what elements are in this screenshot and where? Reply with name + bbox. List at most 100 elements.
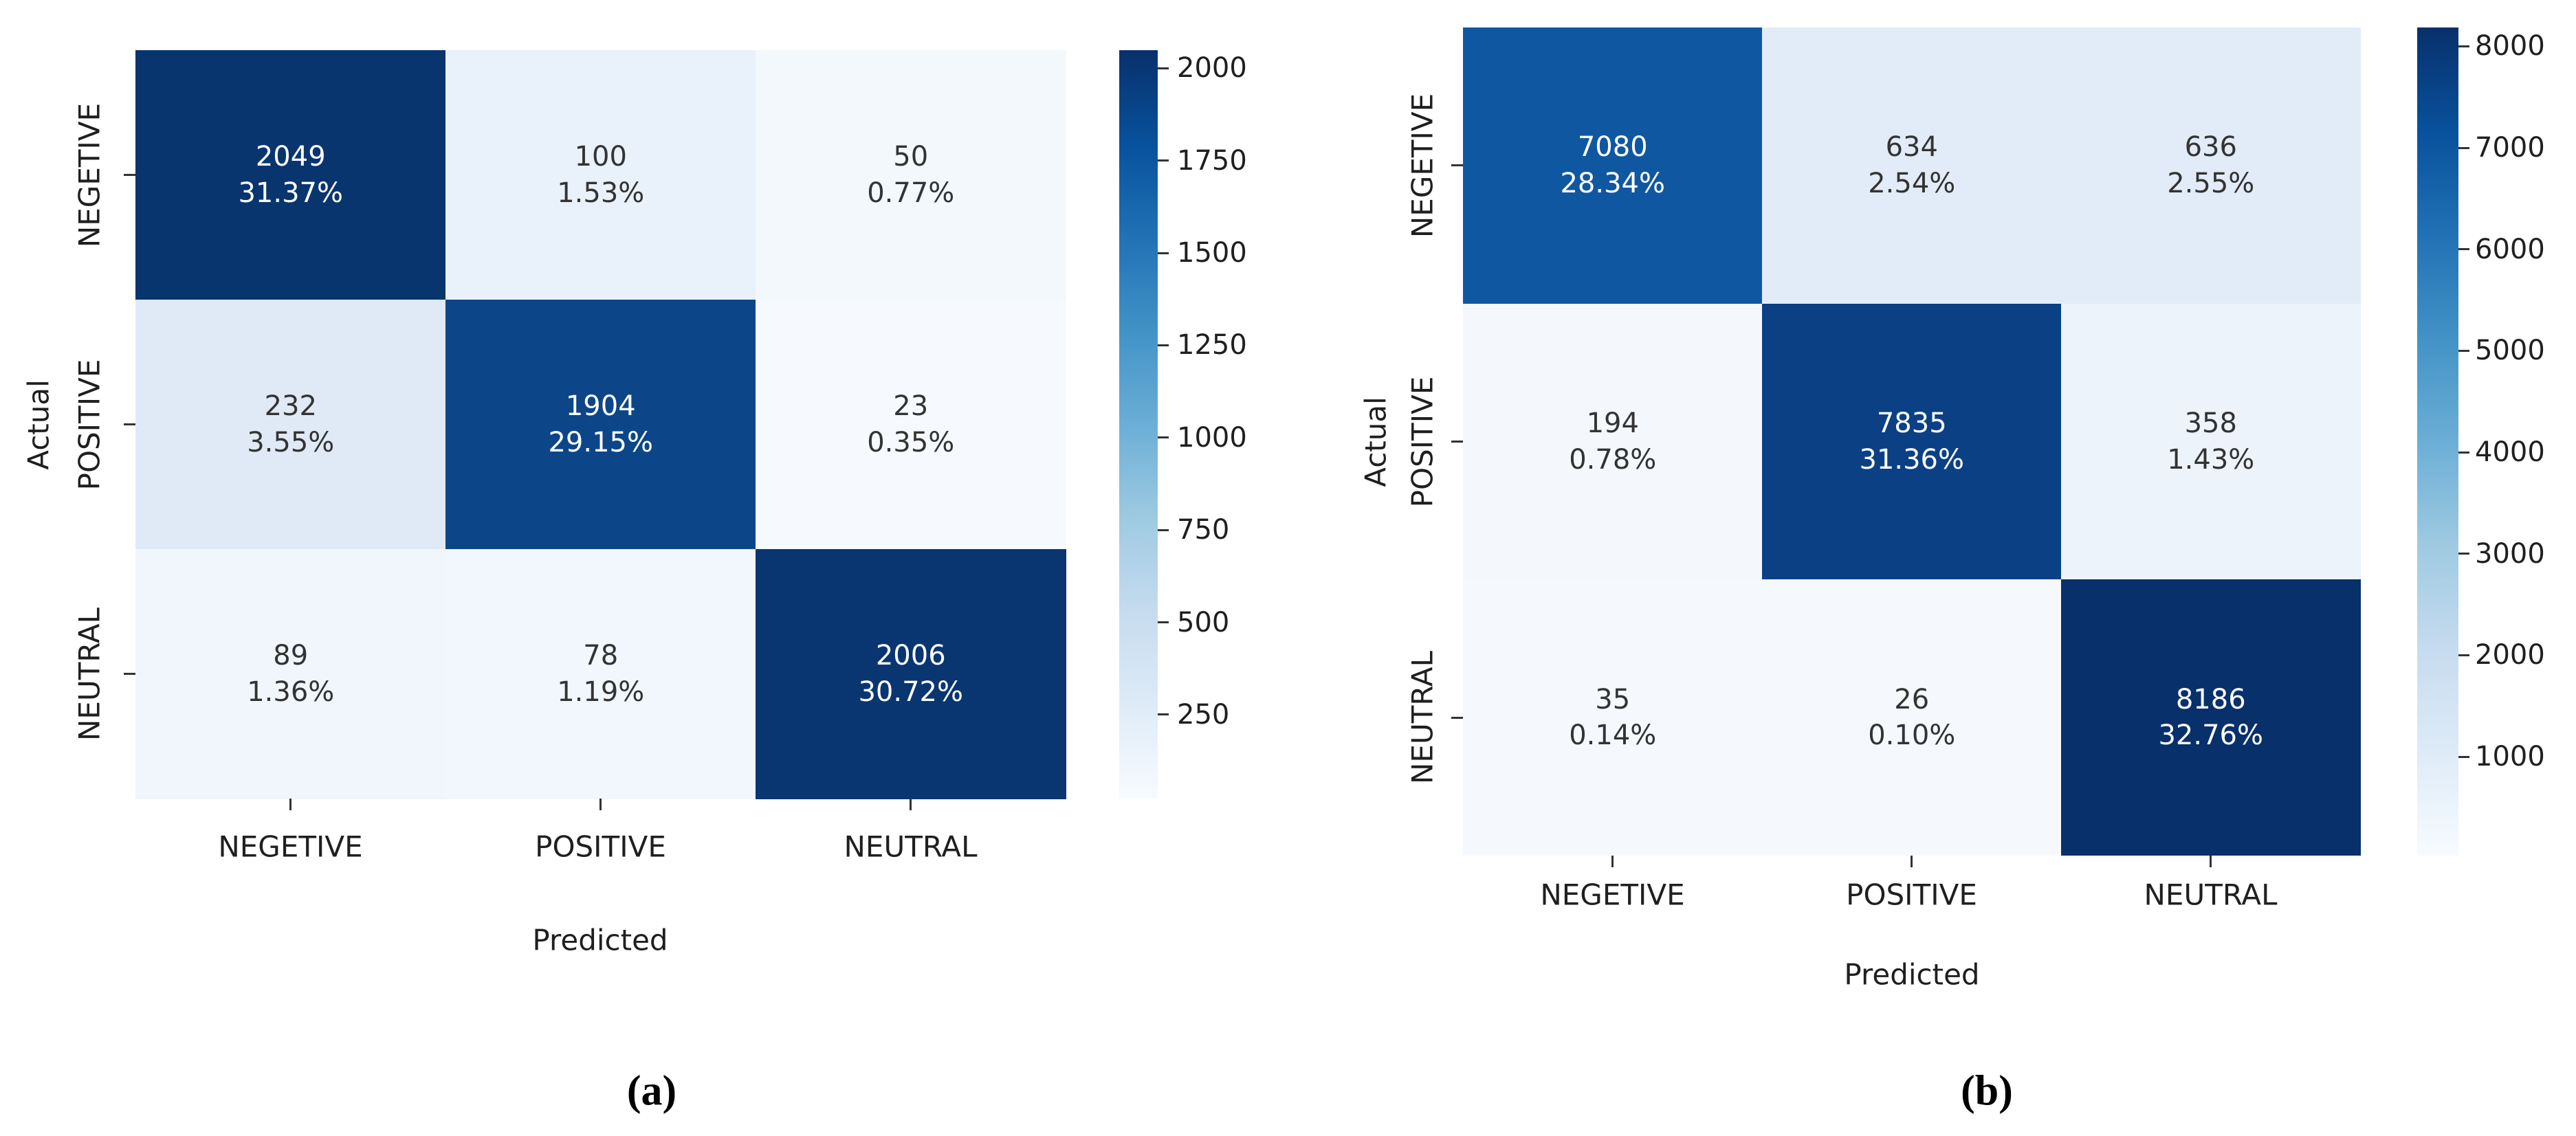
cell-count: 636 bbox=[2184, 131, 2237, 164]
cell-count: 78 bbox=[583, 639, 619, 671]
cell-percent: 1.53% bbox=[557, 177, 645, 209]
colorbar-tick-label: 2000 bbox=[2475, 639, 2545, 671]
cell-percent: 28.34% bbox=[1560, 168, 1666, 200]
colorbar-tick-label: 250 bbox=[1177, 698, 1230, 731]
cell-percent: 2.54% bbox=[1868, 168, 1956, 200]
colorbar-tick-label: 1000 bbox=[2475, 741, 2545, 773]
heatmap-cell: 23 0.35% bbox=[756, 300, 1066, 550]
cell-percent: 32.76% bbox=[2158, 720, 2264, 752]
colorbar-tick bbox=[1158, 67, 1169, 69]
cell-count: 2049 bbox=[255, 140, 326, 172]
heatmap-cell: 194 0.78% bbox=[1463, 303, 1763, 580]
heatmap-cell: 2006 30.72% bbox=[756, 549, 1066, 799]
colorbar-tick-label: 5000 bbox=[2475, 335, 2545, 367]
colorbar-tick bbox=[2458, 45, 2469, 47]
colorbar-tick-label: 7000 bbox=[2475, 132, 2545, 164]
cell-count: 232 bbox=[264, 390, 317, 422]
colorbar-tick bbox=[1158, 528, 1169, 531]
cell-percent: 1.43% bbox=[2167, 443, 2255, 476]
cell-percent: 0.77% bbox=[867, 177, 955, 209]
cell-count: 634 bbox=[1885, 131, 1938, 164]
x-tick-mark bbox=[1911, 856, 1913, 867]
cell-percent: 1.36% bbox=[247, 676, 335, 708]
cell-percent: 0.14% bbox=[1569, 720, 1657, 752]
cell-percent: 31.36% bbox=[1859, 443, 1965, 476]
x-tick-label: POSITIVE bbox=[1846, 878, 1977, 912]
cell-percent: 31.37% bbox=[238, 177, 344, 209]
heatmap-cell: 1904 29.15% bbox=[445, 300, 756, 550]
y-tick-mark bbox=[124, 174, 135, 176]
colorbar-tick bbox=[1158, 344, 1169, 346]
x-axis-title: Predicted bbox=[532, 923, 668, 957]
heatmap-cell: 7080 28.34% bbox=[1463, 27, 1763, 304]
x-tick-label: NEGETIVE bbox=[218, 829, 363, 864]
colorbar-tick bbox=[1158, 713, 1169, 716]
colorbar-tick bbox=[1158, 436, 1169, 439]
heatmap-cell: 8186 32.76% bbox=[2061, 579, 2361, 856]
y-tick-mark bbox=[1451, 441, 1463, 443]
cell-percent: 0.10% bbox=[1868, 720, 1956, 752]
panel-caption-b: (b) bbox=[1961, 1067, 2013, 1115]
colorbar-tick bbox=[2458, 349, 2469, 352]
heatmap-cell: 7835 31.36% bbox=[1762, 303, 2062, 580]
x-tick-label: NEUTRAL bbox=[2144, 878, 2278, 912]
colorbar-tick-label: 1500 bbox=[1177, 237, 1247, 269]
cell-count: 26 bbox=[1894, 683, 1930, 715]
cell-count: 1904 bbox=[565, 390, 636, 422]
heatmap-cell: 636 2.55% bbox=[2061, 27, 2361, 304]
colorbar-tick bbox=[2458, 146, 2469, 149]
colorbar-tick-label: 3000 bbox=[2475, 537, 2545, 570]
y-axis-title: Actual bbox=[21, 379, 56, 470]
y-tick-label: NEUTRAL bbox=[1405, 651, 1440, 785]
cell-count: 35 bbox=[1595, 683, 1631, 715]
y-tick-mark bbox=[124, 423, 135, 425]
colorbar-tick bbox=[1158, 252, 1169, 254]
x-axis-title: Predicted bbox=[1844, 957, 1980, 992]
cell-percent: 3.55% bbox=[247, 426, 335, 458]
heatmap-cell: 89 1.36% bbox=[135, 549, 446, 799]
cell-count: 50 bbox=[893, 140, 929, 172]
y-tick-label: NEGETIVE bbox=[72, 102, 107, 247]
cell-percent: 0.78% bbox=[1569, 443, 1657, 476]
y-tick-mark bbox=[1451, 716, 1463, 719]
x-tick-mark bbox=[2210, 856, 2212, 867]
heatmap-cell: 232 3.55% bbox=[135, 300, 446, 550]
y-tick-mark bbox=[1451, 164, 1463, 167]
cell-count: 194 bbox=[1586, 407, 1639, 439]
cell-percent: 0.35% bbox=[867, 426, 955, 458]
colorbar-tick bbox=[2458, 755, 2469, 758]
x-tick-mark bbox=[599, 799, 602, 810]
heatmap-cell: 634 2.54% bbox=[1762, 27, 2062, 304]
heatmap-cell: 50 0.77% bbox=[756, 50, 1066, 300]
x-tick-label: NEUTRAL bbox=[844, 829, 978, 864]
colorbar-tick-label: 2000 bbox=[1177, 52, 1247, 85]
colorbar-tick-label: 500 bbox=[1177, 606, 1230, 638]
heatmap-cell: 35 0.14% bbox=[1463, 579, 1763, 856]
x-tick-mark bbox=[1611, 856, 1614, 867]
colorbar-tick bbox=[1158, 621, 1169, 624]
cell-count: 7835 bbox=[1876, 407, 1947, 439]
cell-percent: 1.19% bbox=[557, 676, 645, 708]
y-tick-label: NEUTRAL bbox=[72, 607, 107, 741]
y-tick-label: NEGETIVE bbox=[1405, 93, 1440, 238]
colorbar-tick bbox=[2458, 451, 2469, 454]
colorbar-tick-label: 8000 bbox=[2475, 30, 2545, 63]
colorbar-tick bbox=[1158, 159, 1169, 162]
x-tick-mark bbox=[289, 799, 291, 810]
colorbar-tick-label: 6000 bbox=[2475, 233, 2545, 265]
colorbar-tick-label: 1750 bbox=[1177, 144, 1247, 177]
heatmap-cell: 78 1.19% bbox=[445, 549, 756, 799]
y-tick-label: POSITIVE bbox=[72, 359, 107, 490]
cell-count: 7080 bbox=[1577, 131, 1648, 164]
x-tick-label: POSITIVE bbox=[535, 829, 666, 864]
y-tick-label: POSITIVE bbox=[1405, 376, 1440, 507]
cell-count: 100 bbox=[574, 140, 627, 172]
colorbar-tick-label: 4000 bbox=[2475, 436, 2545, 469]
x-tick-label: NEGETIVE bbox=[1540, 878, 1685, 912]
y-tick-mark bbox=[124, 673, 135, 675]
x-tick-mark bbox=[910, 799, 912, 810]
panel-caption-a: (a) bbox=[626, 1067, 677, 1115]
colorbar-tick bbox=[2458, 248, 2469, 251]
cell-percent: 2.55% bbox=[2167, 168, 2255, 200]
